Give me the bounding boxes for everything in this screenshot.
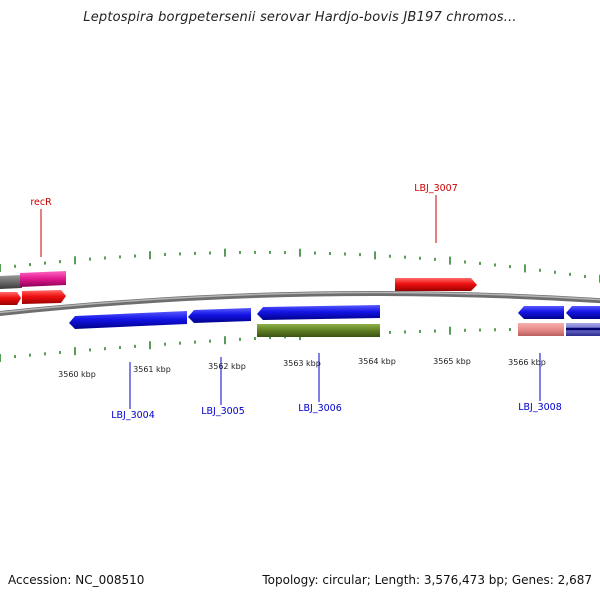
gene-blue-right[interactable] [566,306,600,319]
gene-label[interactable]: LBJ_3007 [414,183,458,194]
scale-labels: 3560 kbp 3561 kbp 3562 kbp 3563 kbp 3564 kbp… [58,357,546,379]
accession-text: Accession: NC_008510 [8,573,145,587]
chromosome-backbone [0,290,600,316]
gene-red-left[interactable] [0,292,21,305]
scale-label: 3563 kbp [283,359,321,368]
scale-label: 3566 kbp [508,358,546,367]
gene-label[interactable]: LBJ_3005 [201,406,245,417]
gene-LBJ_3004[interactable] [69,311,187,329]
gene-label[interactable]: recR [30,197,52,208]
gene-LBJ_3006-olive[interactable] [257,324,380,337]
gene-label[interactable]: LBJ_3006 [298,403,342,414]
scale-label: 3562 kbp [208,362,246,371]
gene-LBJ_3007[interactable] [395,278,477,291]
gene-labels: recR LBJ_3007 LBJ_3004 LBJ_3005 LBJ_3006 LBJ_… [30,183,561,421]
gene-pink-forward[interactable] [20,271,66,287]
scale-label: 3561 kbp [133,365,171,374]
scale-label: 3560 kbp [58,370,96,379]
gene-label[interactable]: LBJ_3004 [111,410,155,421]
label-leader-lines [40,195,541,409]
map-title: Leptospira borgpetersenii serovar Hardjo… [83,10,517,25]
gene-gray-forward[interactable] [0,275,22,289]
scale-label: 3564 kbp [358,357,396,366]
gene-LBJ_3005[interactable] [188,308,251,323]
genome-summary-text: Topology: circular; Length: 3,576,473 bp… [262,573,592,587]
chromosome-backbone-highlight [0,291,600,314]
outer-tick-marks [0,248,600,283]
map-footer: Accession: NC_008510 Topology: circular;… [8,573,592,591]
gene-LBJ_3006-blue[interactable] [257,305,380,320]
gene-recR[interactable] [22,290,66,304]
gene-label[interactable]: LBJ_3008 [518,402,562,413]
gene-LBJ_3008[interactable] [518,306,564,319]
scale-label: 3565 kbp [433,357,471,366]
gene-salmon[interactable] [518,323,564,336]
